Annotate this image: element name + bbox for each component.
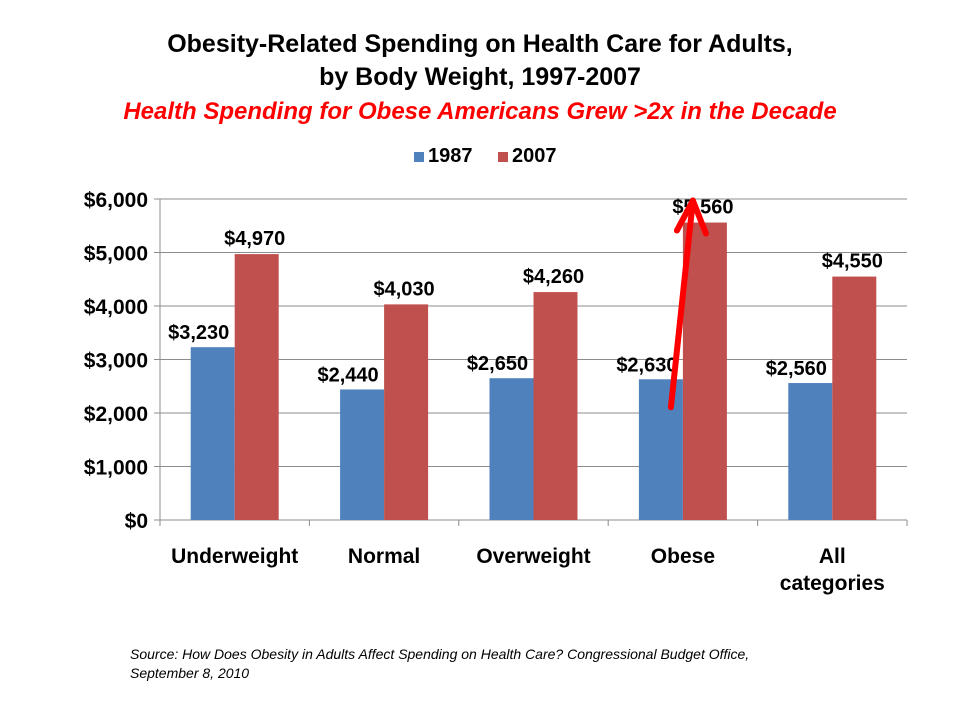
x-tick-label: All: [819, 545, 846, 568]
x-tick-label: Obese: [651, 545, 715, 568]
x-tick-label: Overweight: [476, 545, 590, 568]
bar-1987-obese: [638, 379, 683, 520]
y-tick-label: $0: [125, 510, 148, 533]
legend-label-1987: 1987: [428, 145, 473, 167]
source-line-1: Source: How Does Obesity in Adults Affec…: [130, 646, 750, 662]
legend-swatch-1987: [414, 152, 424, 162]
x-tick-label: Normal: [348, 545, 420, 568]
legend-swatch-2007: [498, 152, 508, 162]
bar-2007-all-categories: [832, 276, 877, 520]
bar-1987-overweight: [489, 378, 534, 520]
data-label: $2,560: [766, 358, 827, 380]
data-label: $2,650: [467, 353, 528, 375]
bar-2007-overweight: [533, 292, 578, 520]
x-tick-label: categories: [780, 572, 885, 595]
y-tick-label: $4,000: [84, 296, 148, 319]
x-tick-label: Underweight: [171, 545, 298, 568]
data-label: $2,630: [616, 354, 677, 376]
y-tick-label: $6,000: [84, 189, 148, 212]
red-arrow-annotation: [667, 197, 709, 411]
data-label: $4,970: [224, 228, 285, 250]
bar-2007-obese: [682, 222, 727, 521]
arrow-shaft: [667, 197, 696, 411]
y-tick-label: $3,000: [84, 350, 148, 373]
chart-subtitle: Health Spending for Obese Americans Grew…: [123, 98, 837, 125]
y-tick-label: $1,000: [84, 457, 148, 480]
source-note: Source: How Does Obesity in Adults Affec…: [130, 645, 830, 683]
legend-label-2007: 2007: [512, 145, 557, 167]
chart-title: Obesity-Related Spending on Health Care …: [167, 30, 793, 58]
arrow-head: [673, 197, 709, 237]
y-tick-label: $5,000: [84, 243, 148, 266]
data-label: $4,260: [523, 266, 584, 288]
y-tick-label: $2,000: [84, 403, 148, 426]
data-label: $4,030: [374, 278, 435, 300]
source-line-2: September 8, 2010: [130, 665, 250, 681]
data-label: $5,560: [672, 197, 733, 219]
bar-1987-normal: [340, 389, 385, 520]
bar-2007-normal: [384, 304, 429, 520]
bar-1987-underweight: [190, 347, 235, 520]
chart-title-line2: by Body Weight, 1997-2007: [319, 63, 641, 91]
bar-1987-all-categories: [788, 383, 833, 520]
data-label: $3,230: [168, 322, 229, 344]
data-label: $2,440: [318, 364, 379, 386]
data-label: $4,550: [822, 251, 883, 273]
bar-2007-underweight: [234, 254, 279, 521]
